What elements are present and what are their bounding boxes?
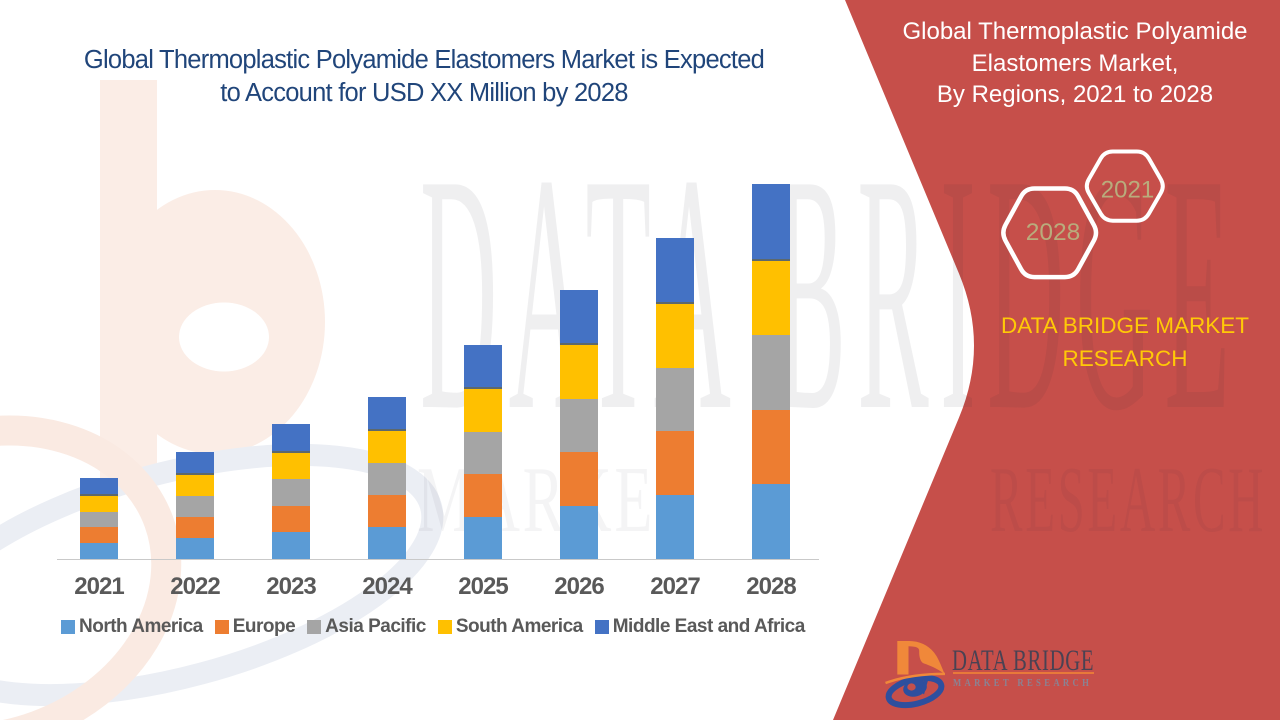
svg-text:2028: 2028 (1026, 219, 1081, 246)
svg-text:RESEARCH: RESEARCH (990, 448, 1266, 552)
svg-text:MARKET: MARKET (417, 448, 696, 552)
svg-text:2021: 2021 (1101, 176, 1154, 203)
